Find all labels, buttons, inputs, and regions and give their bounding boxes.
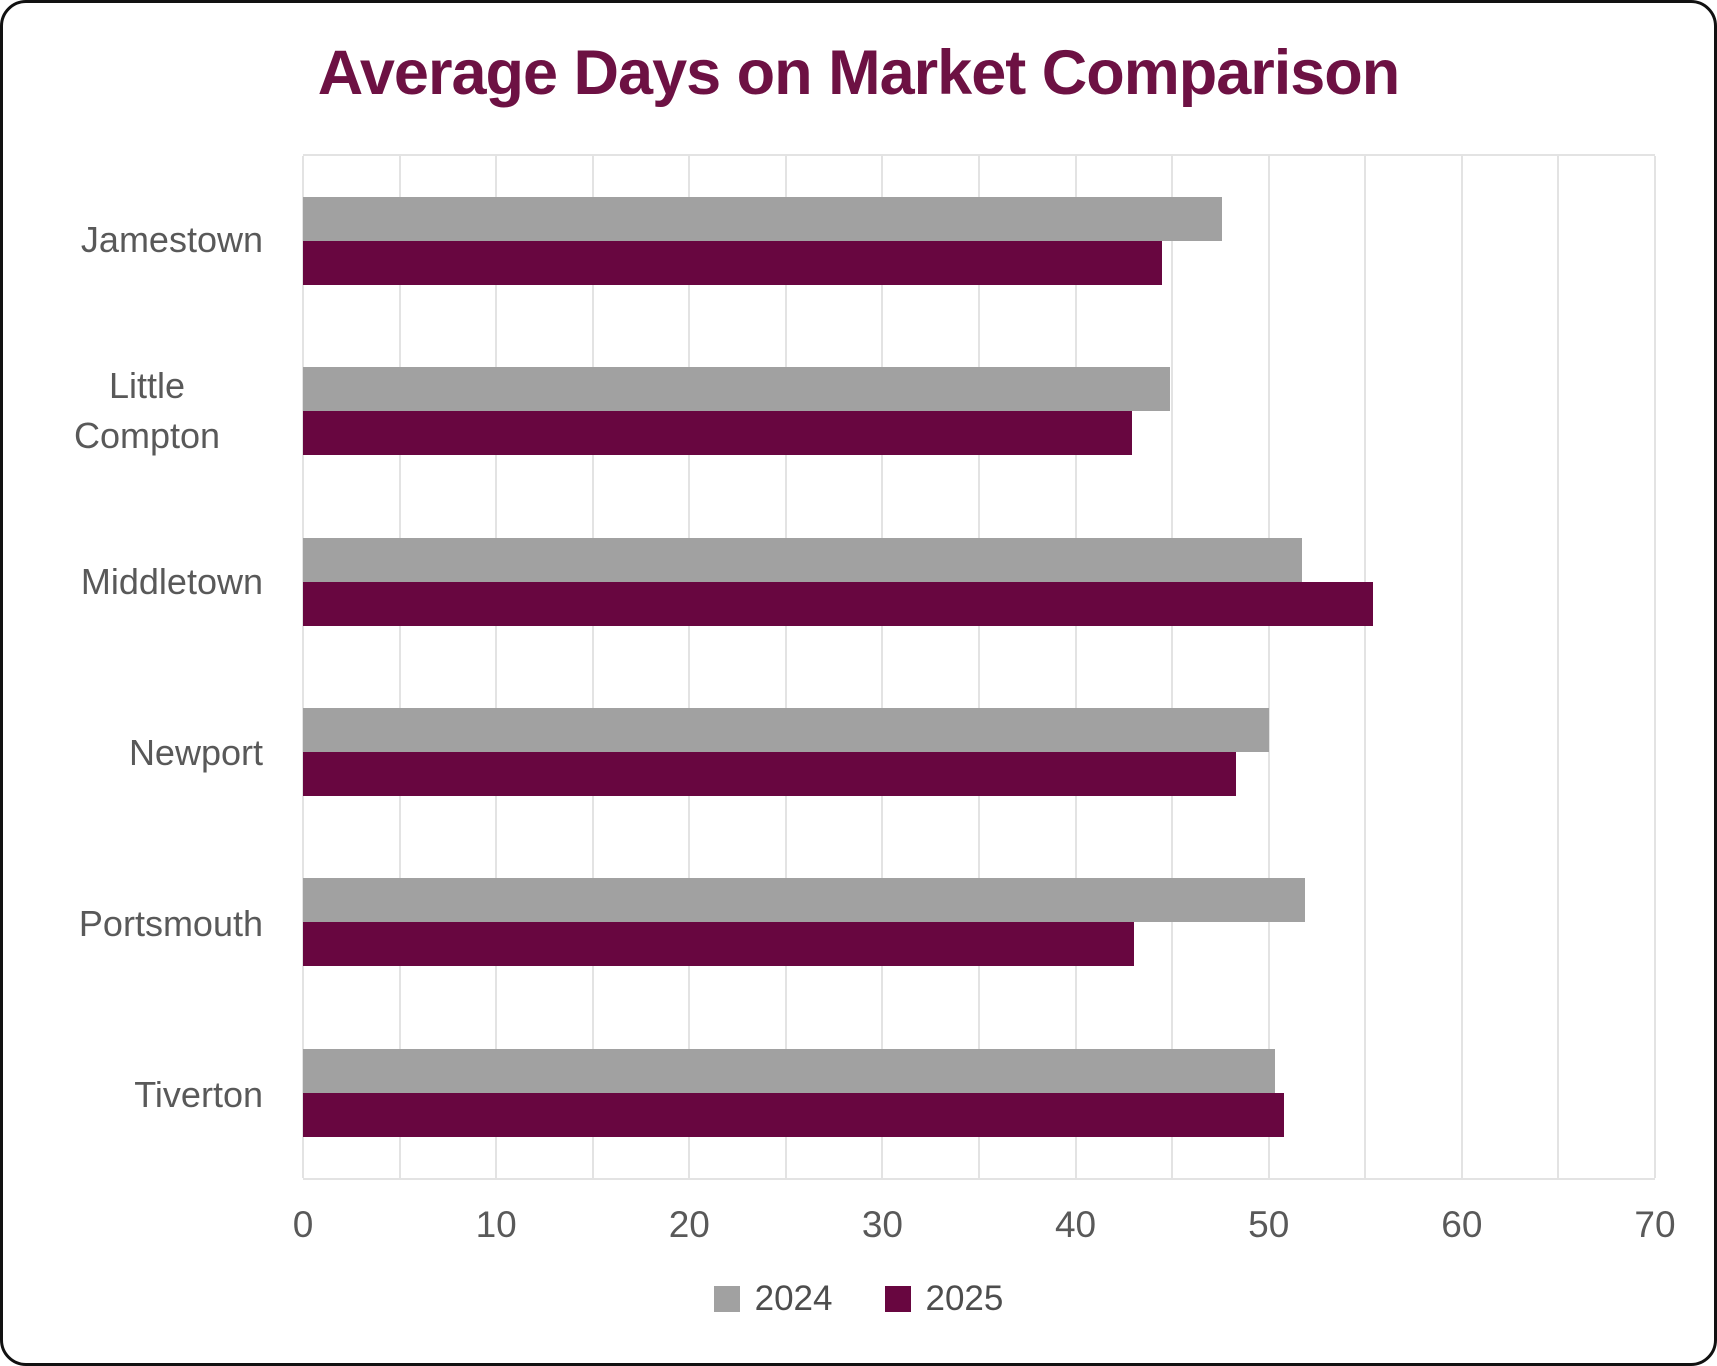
gridline-x-10 (495, 156, 498, 1178)
category-label-middletown: Middletown (80, 560, 263, 602)
gridline-x-55 (1364, 156, 1367, 1178)
gridline-x-45 (1171, 156, 1174, 1178)
legend-item-2024: 2024 (713, 1279, 833, 1319)
gridline-x-5 (398, 156, 401, 1178)
category-label-cell: Little Compton (3, 325, 303, 496)
y-axis-category-labels: Jamestown Little Compton Middletown Newport… (3, 154, 303, 1180)
legend-item-2025: 2025 (884, 1279, 1004, 1319)
bar-2025-little-compton (303, 411, 1132, 456)
category-label-jamestown: Jamestown (80, 218, 263, 260)
bar-2024-little-compton (303, 367, 1171, 412)
x-tick-70: 70 (1634, 1204, 1676, 1245)
gridline-x-30 (881, 156, 884, 1178)
legend-swatch-2025 (884, 1286, 911, 1312)
bar-row-portsmouth (303, 837, 1655, 1007)
bar-2024-portsmouth (303, 878, 1306, 923)
category-label-cell: Tiverton (3, 1009, 303, 1180)
plot-area (302, 154, 1656, 1180)
gridline-x-70 (1654, 156, 1656, 1178)
x-tick-10: 10 (475, 1204, 517, 1245)
category-label-cell: Jamestown (3, 154, 303, 325)
x-tick-30: 30 (861, 1204, 903, 1245)
bar-2025-tiverton (303, 1092, 1285, 1137)
gridline-x-35 (978, 156, 980, 1178)
category-label-tiverton: Tiverton (134, 1073, 263, 1115)
x-tick-50: 50 (1248, 1204, 1290, 1245)
bar-2025-portsmouth (303, 922, 1134, 967)
bar-row-newport (303, 667, 1655, 837)
gridline-x-65 (1557, 156, 1560, 1178)
legend-label-2024: 2024 (754, 1279, 833, 1318)
category-label-newport: Newport (128, 731, 263, 773)
category-label-little-compton: Little Compton (73, 364, 221, 456)
gridline-x-20 (688, 156, 691, 1178)
category-label-cell: Portsmouth (3, 838, 303, 1009)
category-label-portsmouth: Portsmouth (78, 902, 263, 944)
bar-row-jamestown (303, 156, 1655, 326)
bar-2024-newport (303, 708, 1269, 753)
bar-row-little-compton (303, 326, 1655, 496)
x-tick-60: 60 (1441, 1204, 1483, 1245)
gridlines-layer (302, 156, 1656, 1178)
bars-layer (303, 156, 1655, 1178)
gridline-x-25 (784, 156, 787, 1178)
bar-row-tiverton (303, 1008, 1655, 1178)
bar-2024-jamestown (303, 197, 1223, 242)
gridline-x-15 (591, 156, 594, 1178)
chart-title: Average Days on Market Comparison (317, 38, 1401, 108)
x-tick-0: 0 (292, 1204, 314, 1245)
bar-2025-middletown (303, 581, 1373, 626)
category-label-cell: Middletown (3, 496, 303, 667)
category-label-cell: Newport (3, 667, 303, 838)
gridline-x-0 (302, 156, 304, 1178)
bar-2025-newport (303, 752, 1236, 797)
bar-row-middletown (303, 497, 1655, 667)
x-tick-40: 40 (1054, 1204, 1097, 1245)
gridline-x-40 (1074, 156, 1077, 1178)
gridline-x-50 (1267, 156, 1270, 1178)
legend-label-2025: 2025 (925, 1279, 1004, 1318)
x-tick-20: 20 (668, 1204, 710, 1245)
x-axis-tick-labels: 0 10 20 30 40 50 60 70 (293, 1204, 1676, 1250)
bar-2024-tiverton (303, 1048, 1275, 1093)
gridline-x-60 (1460, 156, 1463, 1178)
legend: 2024 2025 (3, 1279, 1714, 1319)
bar-2024-middletown (303, 537, 1302, 582)
legend-swatch-2024 (713, 1286, 740, 1312)
bar-2025-jamestown (303, 241, 1163, 286)
